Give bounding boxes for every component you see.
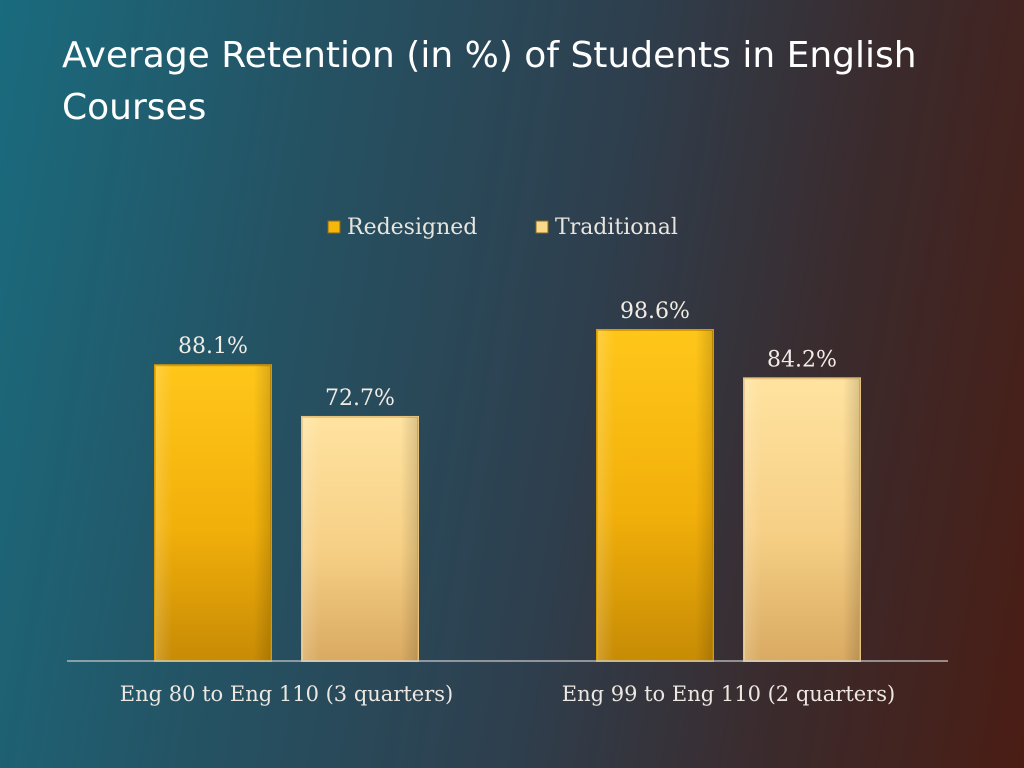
category-label-2: Eng 99 to Eng 110 (2 quarters)	[562, 682, 896, 706]
bar-shading	[302, 416, 418, 661]
data-label-redesigned-2: 98.6%	[620, 299, 690, 324]
bar-shading	[744, 378, 860, 661]
bar-shading	[597, 330, 713, 661]
legend-label-redesigned: Redesigned	[347, 215, 477, 240]
slide-title: Average Retention (in %) of Students in …	[62, 35, 917, 128]
category-label-1: Eng 80 to Eng 110 (3 quarters)	[120, 682, 454, 706]
data-label-redesigned-1: 88.1%	[178, 334, 248, 359]
data-labels-group: 88.1% 72.7% 98.6% 84.2%	[178, 299, 837, 411]
data-label-traditional-1: 72.7%	[325, 386, 395, 411]
bars-group	[154, 329, 861, 663]
bar-shading	[155, 365, 271, 661]
legend-swatch-redesigned	[327, 220, 341, 234]
legend: Redesigned Traditional	[327, 215, 678, 240]
legend-label-traditional: Traditional	[555, 215, 678, 240]
data-label-traditional-2: 84.2%	[767, 347, 837, 372]
category-labels-group: Eng 80 to Eng 110 (3 quarters) Eng 99 to …	[120, 682, 896, 706]
legend-swatch-traditional	[535, 220, 549, 234]
